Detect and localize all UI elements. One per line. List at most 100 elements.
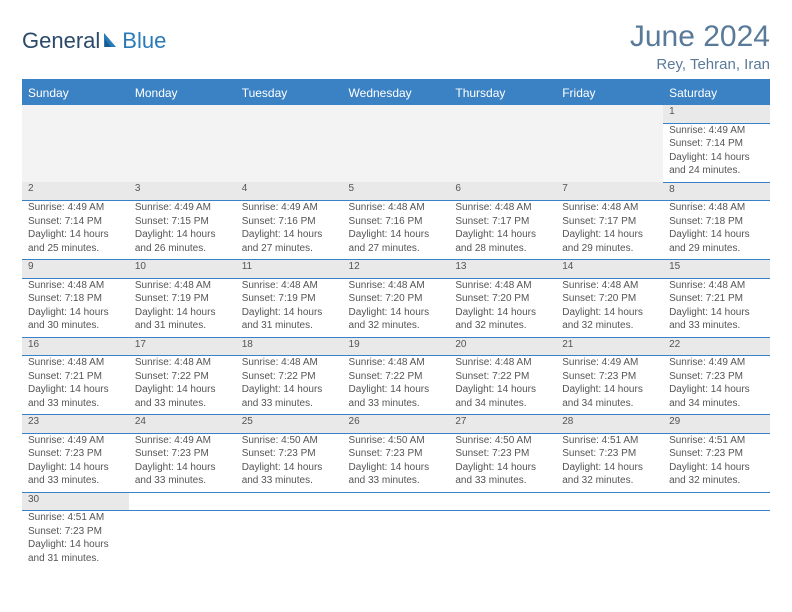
day-number-cell: 27 xyxy=(449,415,556,434)
day-number-cell: 6 xyxy=(449,182,556,201)
daylight-text-2: and 31 minutes. xyxy=(28,552,123,566)
sunrise-text: Sunrise: 4:49 AM xyxy=(562,356,657,370)
daylight-text-1: Daylight: 14 hours xyxy=(669,461,764,475)
daylight-text-1: Daylight: 14 hours xyxy=(669,228,764,242)
sunset-text: Sunset: 7:22 PM xyxy=(242,370,337,384)
day-detail-cell: Sunrise: 4:51 AMSunset: 7:23 PMDaylight:… xyxy=(663,433,770,492)
day-number-row: 9101112131415 xyxy=(22,260,770,279)
sunrise-text: Sunrise: 4:51 AM xyxy=(669,434,764,448)
day-number-cell xyxy=(556,105,663,123)
daylight-text-2: and 25 minutes. xyxy=(28,242,123,256)
day-detail-cell xyxy=(556,511,663,570)
location-label: Rey, Tehran, Iran xyxy=(630,56,770,73)
sunset-text: Sunset: 7:21 PM xyxy=(28,370,123,384)
sunrise-text: Sunrise: 4:48 AM xyxy=(28,356,123,370)
sunset-text: Sunset: 7:18 PM xyxy=(28,292,123,306)
daylight-text-1: Daylight: 14 hours xyxy=(242,461,337,475)
daylight-text-1: Daylight: 14 hours xyxy=(28,461,123,475)
sunrise-text: Sunrise: 4:49 AM xyxy=(242,201,337,215)
day-number-cell: 18 xyxy=(236,337,343,356)
daylight-text-2: and 33 minutes. xyxy=(349,474,444,488)
day-detail-cell: Sunrise: 4:48 AMSunset: 7:21 PMDaylight:… xyxy=(663,278,770,337)
daylight-text-1: Daylight: 14 hours xyxy=(28,383,123,397)
day-detail-cell xyxy=(236,123,343,182)
daylight-text-2: and 34 minutes. xyxy=(455,397,550,411)
day-detail-cell: Sunrise: 4:48 AMSunset: 7:22 PMDaylight:… xyxy=(236,356,343,415)
day-number-row: 30 xyxy=(22,492,770,511)
sunset-text: Sunset: 7:22 PM xyxy=(135,370,230,384)
sunrise-text: Sunrise: 4:50 AM xyxy=(455,434,550,448)
daylight-text-2: and 28 minutes. xyxy=(455,242,550,256)
daylight-text-2: and 33 minutes. xyxy=(135,397,230,411)
daylight-text-1: Daylight: 14 hours xyxy=(135,461,230,475)
day-number-cell xyxy=(129,105,236,123)
day-detail-row: Sunrise: 4:48 AMSunset: 7:21 PMDaylight:… xyxy=(22,356,770,415)
day-number-cell: 28 xyxy=(556,415,663,434)
sunrise-text: Sunrise: 4:49 AM xyxy=(135,434,230,448)
day-number-cell xyxy=(22,105,129,123)
sunset-text: Sunset: 7:21 PM xyxy=(669,292,764,306)
sunset-text: Sunset: 7:23 PM xyxy=(28,525,123,539)
daylight-text-2: and 34 minutes. xyxy=(562,397,657,411)
daylight-text-2: and 32 minutes. xyxy=(562,319,657,333)
sunrise-text: Sunrise: 4:48 AM xyxy=(669,279,764,293)
sunset-text: Sunset: 7:23 PM xyxy=(135,447,230,461)
day-number-cell: 19 xyxy=(343,337,450,356)
day-detail-cell: Sunrise: 4:51 AMSunset: 7:23 PMDaylight:… xyxy=(556,433,663,492)
sunrise-text: Sunrise: 4:48 AM xyxy=(562,201,657,215)
daylight-text-1: Daylight: 14 hours xyxy=(669,306,764,320)
daylight-text-2: and 31 minutes. xyxy=(135,319,230,333)
daylight-text-2: and 32 minutes. xyxy=(349,319,444,333)
daylight-text-1: Daylight: 14 hours xyxy=(349,306,444,320)
day-number-cell: 13 xyxy=(449,260,556,279)
daylight-text-1: Daylight: 14 hours xyxy=(242,383,337,397)
daylight-text-2: and 34 minutes. xyxy=(669,397,764,411)
sunset-text: Sunset: 7:18 PM xyxy=(669,215,764,229)
day-detail-cell: Sunrise: 4:50 AMSunset: 7:23 PMDaylight:… xyxy=(236,433,343,492)
day-detail-cell: Sunrise: 4:48 AMSunset: 7:16 PMDaylight:… xyxy=(343,201,450,260)
day-number-cell: 5 xyxy=(343,182,450,201)
sunrise-text: Sunrise: 4:49 AM xyxy=(28,201,123,215)
daylight-text-1: Daylight: 14 hours xyxy=(242,306,337,320)
daylight-text-1: Daylight: 14 hours xyxy=(28,538,123,552)
day-detail-row: Sunrise: 4:51 AMSunset: 7:23 PMDaylight:… xyxy=(22,511,770,570)
daylight-text-2: and 33 minutes. xyxy=(28,474,123,488)
daylight-text-2: and 27 minutes. xyxy=(349,242,444,256)
day-detail-cell: Sunrise: 4:49 AMSunset: 7:23 PMDaylight:… xyxy=(556,356,663,415)
daylight-text-1: Daylight: 14 hours xyxy=(669,383,764,397)
sunrise-text: Sunrise: 4:48 AM xyxy=(349,201,444,215)
month-title: June 2024 xyxy=(630,20,770,54)
day-number-cell xyxy=(449,105,556,123)
sunrise-text: Sunrise: 4:49 AM xyxy=(669,124,764,138)
sunset-text: Sunset: 7:23 PM xyxy=(242,447,337,461)
title-block: June 2024 Rey, Tehran, Iran xyxy=(630,20,770,73)
sunrise-text: Sunrise: 4:48 AM xyxy=(669,201,764,215)
sunset-text: Sunset: 7:19 PM xyxy=(135,292,230,306)
calendar-body: 1Sunrise: 4:49 AMSunset: 7:14 PMDaylight… xyxy=(22,105,770,569)
weekday-header: Wednesday xyxy=(343,81,450,105)
day-detail-cell: Sunrise: 4:49 AMSunset: 7:15 PMDaylight:… xyxy=(129,201,236,260)
day-detail-cell xyxy=(449,123,556,182)
day-number-cell: 25 xyxy=(236,415,343,434)
daylight-text-1: Daylight: 14 hours xyxy=(562,306,657,320)
day-detail-cell: Sunrise: 4:49 AMSunset: 7:23 PMDaylight:… xyxy=(22,433,129,492)
sunset-text: Sunset: 7:23 PM xyxy=(669,370,764,384)
logo-sail-icon xyxy=(102,31,122,49)
day-detail-row: Sunrise: 4:49 AMSunset: 7:14 PMDaylight:… xyxy=(22,201,770,260)
day-number-cell xyxy=(343,105,450,123)
sunrise-text: Sunrise: 4:48 AM xyxy=(135,279,230,293)
day-number-row: 23242526272829 xyxy=(22,415,770,434)
daylight-text-2: and 33 minutes. xyxy=(242,474,337,488)
sunrise-text: Sunrise: 4:48 AM xyxy=(349,279,444,293)
day-number-cell: 17 xyxy=(129,337,236,356)
day-number-cell: 26 xyxy=(343,415,450,434)
day-detail-cell: Sunrise: 4:49 AMSunset: 7:16 PMDaylight:… xyxy=(236,201,343,260)
weekday-header: Sunday xyxy=(22,81,129,105)
day-detail-cell: Sunrise: 4:48 AMSunset: 7:18 PMDaylight:… xyxy=(22,278,129,337)
day-detail-cell xyxy=(22,123,129,182)
day-detail-cell: Sunrise: 4:48 AMSunset: 7:19 PMDaylight:… xyxy=(129,278,236,337)
weekday-header: Saturday xyxy=(663,81,770,105)
day-detail-cell: Sunrise: 4:48 AMSunset: 7:18 PMDaylight:… xyxy=(663,201,770,260)
daylight-text-2: and 29 minutes. xyxy=(562,242,657,256)
sunrise-text: Sunrise: 4:48 AM xyxy=(135,356,230,370)
